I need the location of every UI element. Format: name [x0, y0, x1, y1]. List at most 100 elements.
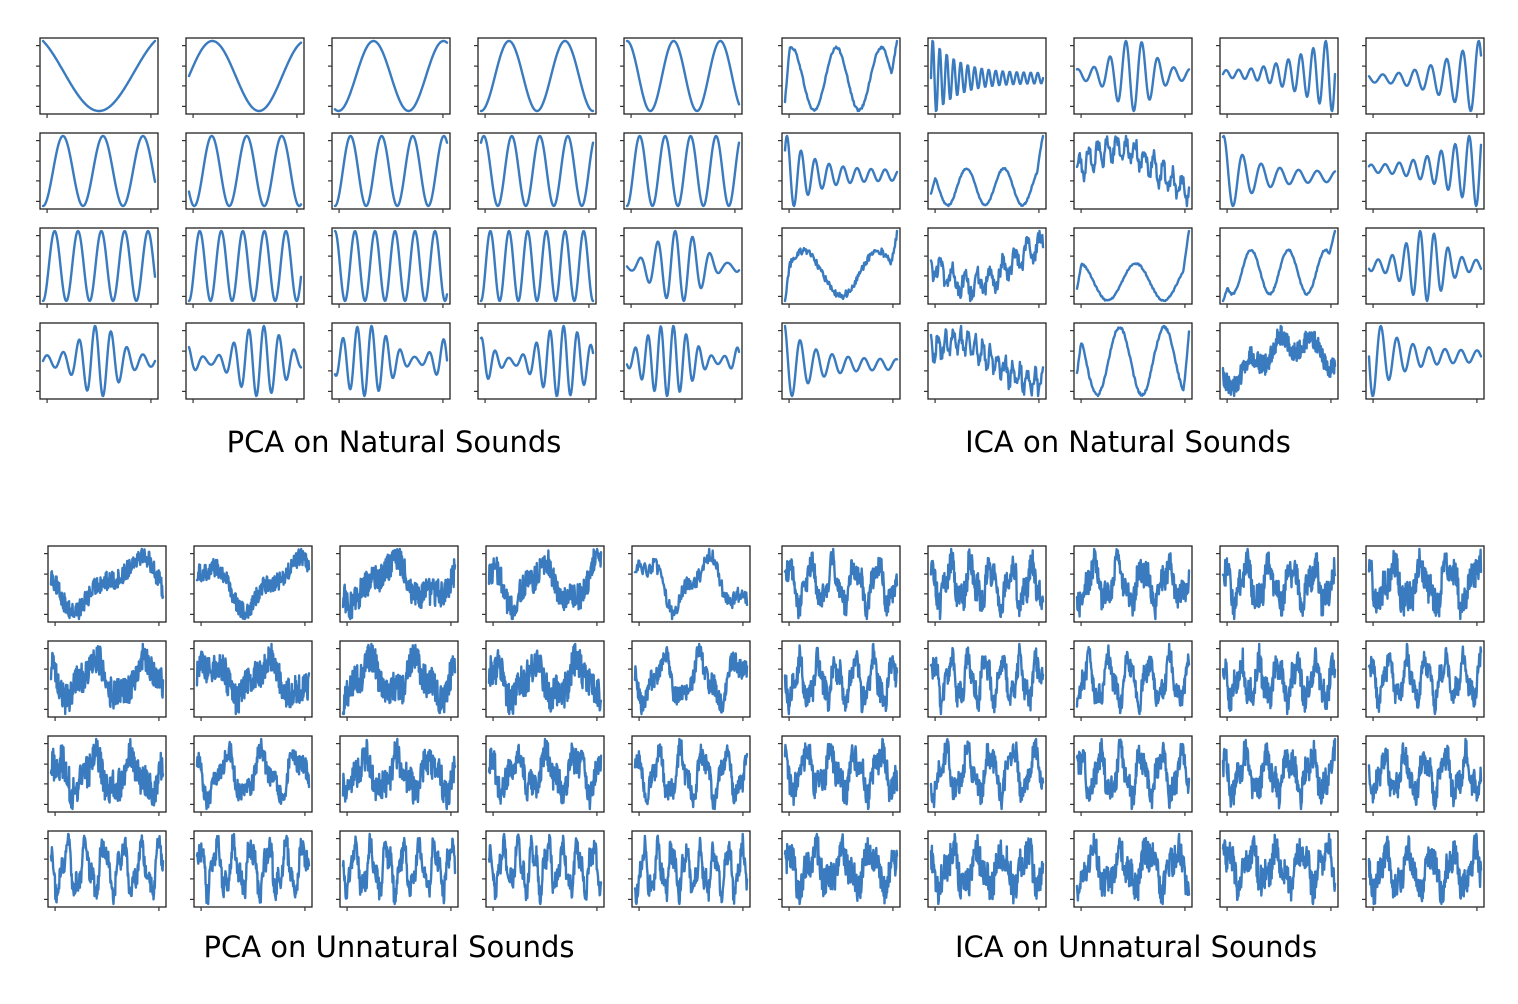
axes-frame	[781, 132, 901, 210]
component-plot	[924, 322, 1047, 403]
component-waveform	[783, 324, 899, 398]
component-plot	[1216, 37, 1339, 118]
component-waveform	[1221, 832, 1337, 906]
component-plot	[190, 735, 313, 816]
component-plot	[778, 640, 901, 721]
axes-frame	[339, 640, 459, 718]
axes-frame	[781, 545, 901, 623]
component-plot	[620, 227, 743, 308]
pca-natural-grid	[36, 37, 743, 403]
component-waveform	[1075, 547, 1191, 621]
component-plot	[1216, 227, 1339, 308]
axes-frame	[1365, 227, 1485, 305]
component-waveform	[783, 547, 899, 621]
component-waveform	[1367, 229, 1483, 303]
axes-frame	[781, 322, 901, 400]
axes-frame	[781, 830, 901, 908]
axes-frame	[1365, 735, 1485, 813]
axes-frame	[1219, 640, 1339, 718]
axes-frame	[1365, 545, 1485, 623]
component-plot	[482, 830, 605, 911]
component-waveform	[1221, 324, 1337, 398]
component-waveform	[929, 642, 1045, 716]
axes-frame	[1073, 545, 1193, 623]
component-waveform	[1367, 547, 1483, 621]
axes-frame	[477, 132, 597, 210]
axes-frame	[623, 37, 743, 115]
component-plot	[328, 322, 451, 403]
axes-frame	[927, 322, 1047, 400]
axes-frame	[781, 227, 901, 305]
axes-frame	[47, 640, 167, 718]
component-waveform	[1075, 737, 1191, 811]
axes-frame	[1219, 830, 1339, 908]
component-plot	[44, 830, 167, 911]
component-waveform	[341, 832, 457, 906]
component-plot	[1070, 227, 1193, 308]
axes-frame	[631, 545, 751, 623]
axes-frame	[477, 322, 597, 400]
axes-frame	[1219, 132, 1339, 210]
axes-frame	[623, 227, 743, 305]
axes-frame	[1365, 37, 1485, 115]
component-plot	[44, 640, 167, 721]
component-plot	[1216, 640, 1339, 721]
component-waveform	[625, 229, 741, 303]
component-plot	[482, 735, 605, 816]
component-waveform	[929, 134, 1045, 208]
pca-unnatural-caption: PCA on Unnatural Sounds	[203, 930, 575, 964]
axes-frame	[185, 227, 305, 305]
component-waveform	[929, 547, 1045, 621]
component-waveform	[1075, 39, 1191, 113]
axes-frame	[1219, 322, 1339, 400]
component-plot	[1070, 322, 1193, 403]
component-waveform	[195, 832, 311, 906]
component-plot	[924, 227, 1047, 308]
axes-frame	[631, 640, 751, 718]
axes-frame	[185, 132, 305, 210]
axes-frame	[1073, 640, 1193, 718]
component-plot	[1216, 735, 1339, 816]
axes-frame	[331, 227, 451, 305]
component-plot	[628, 545, 751, 626]
axes-frame	[331, 132, 451, 210]
component-plot	[778, 132, 901, 213]
component-waveform	[41, 39, 157, 113]
component-waveform	[333, 134, 449, 208]
component-waveform	[187, 229, 303, 303]
component-waveform	[1075, 832, 1191, 906]
component-waveform	[1075, 229, 1191, 303]
component-plot	[628, 640, 751, 721]
axes-frame	[1219, 545, 1339, 623]
component-plot	[182, 132, 305, 213]
component-plot	[1362, 545, 1485, 626]
axes-frame	[331, 322, 451, 400]
component-plot	[924, 735, 1047, 816]
component-plot	[924, 37, 1047, 118]
component-waveform	[929, 737, 1045, 811]
component-plot	[1216, 830, 1339, 911]
component-plot	[778, 545, 901, 626]
component-plot	[1362, 132, 1485, 213]
axes-frame	[185, 37, 305, 115]
component-waveform	[1367, 642, 1483, 716]
axes-frame	[631, 830, 751, 908]
axes-frame	[623, 322, 743, 400]
axes-frame	[1073, 830, 1193, 908]
component-waveform	[487, 642, 603, 716]
axes-frame	[1073, 37, 1193, 115]
component-waveform	[195, 547, 311, 621]
component-waveform	[625, 134, 741, 208]
component-waveform	[783, 737, 899, 811]
component-waveform	[41, 134, 157, 208]
component-waveform	[1367, 134, 1483, 208]
axes-frame	[1073, 132, 1193, 210]
component-plot	[620, 132, 743, 213]
axes-frame	[331, 37, 451, 115]
axes-frame	[927, 830, 1047, 908]
axes-frame	[781, 735, 901, 813]
axes-frame	[927, 37, 1047, 115]
axes-frame	[1219, 735, 1339, 813]
component-waveform	[929, 832, 1045, 906]
component-waveform	[479, 39, 595, 113]
